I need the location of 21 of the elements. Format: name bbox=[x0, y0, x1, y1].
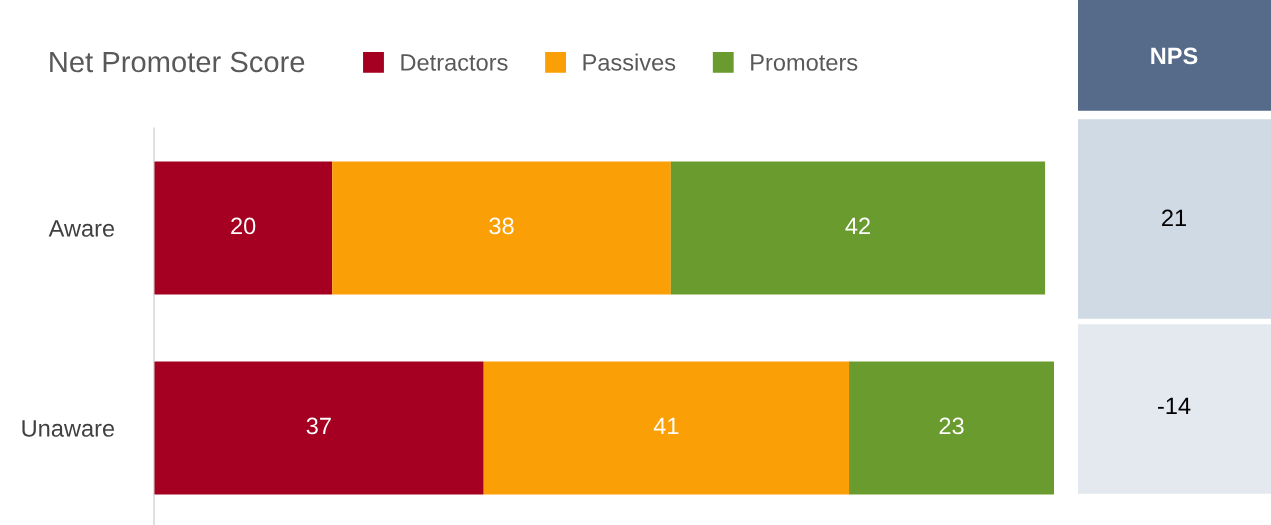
legend-label: Passives bbox=[583, 53, 676, 71]
data-label: 23 bbox=[939, 417, 964, 435]
legend-label: Promoters bbox=[751, 54, 858, 71]
text: -14 bbox=[1157, 397, 1191, 415]
data-label: 37 bbox=[306, 417, 331, 435]
text: 21 bbox=[1162, 209, 1186, 227]
legend-label: Detractors bbox=[401, 54, 508, 71]
text: NPS bbox=[1151, 47, 1198, 65]
data-label: 42 bbox=[845, 217, 870, 235]
bar bbox=[154, 161, 333, 295]
bar bbox=[483, 361, 850, 495]
y-tick-label: Unaware bbox=[22, 420, 115, 437]
y-tick-label: Aware bbox=[48, 220, 115, 237]
data-label: 41 bbox=[653, 417, 679, 435]
bar bbox=[332, 161, 671, 295]
bar bbox=[849, 361, 1054, 495]
chart-title: Net Promoter Score bbox=[50, 51, 305, 73]
data-label: 20 bbox=[231, 217, 256, 235]
bar bbox=[670, 161, 1046, 295]
data-label: 38 bbox=[489, 217, 514, 235]
bar bbox=[154, 361, 484, 495]
